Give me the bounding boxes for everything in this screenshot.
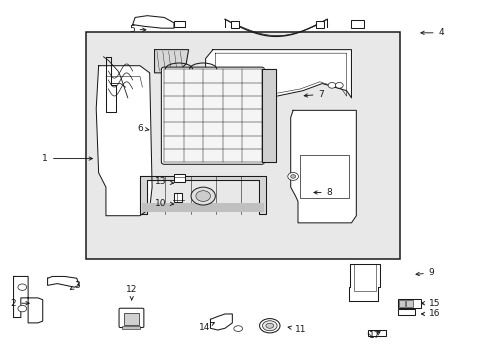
FancyBboxPatch shape [119, 308, 143, 328]
Text: 9: 9 [415, 268, 434, 277]
Bar [315, 21, 323, 28]
Text: 7: 7 [304, 90, 324, 99]
Polygon shape [154, 50, 188, 73]
Bar [397, 309, 414, 315]
Text: 3: 3 [70, 281, 80, 290]
Circle shape [327, 82, 335, 88]
Bar [398, 300, 404, 307]
Circle shape [18, 284, 27, 291]
Text: 2: 2 [11, 299, 29, 308]
Polygon shape [47, 276, 79, 287]
Bar [122, 326, 140, 329]
Polygon shape [14, 276, 42, 323]
Circle shape [335, 82, 343, 88]
Circle shape [287, 172, 298, 180]
Circle shape [191, 187, 215, 205]
Polygon shape [132, 16, 174, 28]
Bar [174, 174, 184, 182]
Text: 16: 16 [421, 310, 440, 319]
Text: 5: 5 [128, 25, 145, 34]
Bar [174, 193, 182, 202]
Text: 1: 1 [42, 154, 92, 163]
Bar [123, 313, 139, 325]
Polygon shape [290, 111, 356, 223]
Text: 11: 11 [287, 325, 305, 334]
Bar [174, 21, 184, 27]
Text: 4: 4 [420, 28, 443, 37]
FancyBboxPatch shape [161, 67, 264, 164]
Polygon shape [348, 264, 379, 301]
Circle shape [18, 305, 27, 312]
Text: 15: 15 [421, 299, 440, 308]
Text: 8: 8 [313, 188, 332, 197]
Polygon shape [205, 50, 351, 98]
Bar [406, 300, 412, 307]
Ellipse shape [265, 323, 273, 328]
Polygon shape [96, 66, 152, 216]
Polygon shape [210, 314, 232, 330]
Text: 10: 10 [155, 199, 173, 208]
Bar [367, 330, 385, 337]
Text: 12: 12 [126, 285, 137, 300]
Polygon shape [261, 69, 276, 162]
Text: 6: 6 [137, 124, 148, 133]
Bar [300, 155, 348, 198]
Bar [230, 21, 238, 28]
Bar [351, 20, 363, 28]
Circle shape [196, 191, 210, 202]
Circle shape [290, 175, 295, 178]
Bar [142, 203, 264, 212]
Bar [86, 32, 399, 258]
Bar [397, 299, 420, 308]
Polygon shape [140, 176, 266, 214]
Ellipse shape [233, 326, 242, 332]
Ellipse shape [259, 319, 280, 333]
Text: 14: 14 [199, 323, 214, 332]
Ellipse shape [262, 321, 277, 331]
Text: 13: 13 [154, 177, 173, 186]
Text: 17: 17 [368, 331, 380, 340]
